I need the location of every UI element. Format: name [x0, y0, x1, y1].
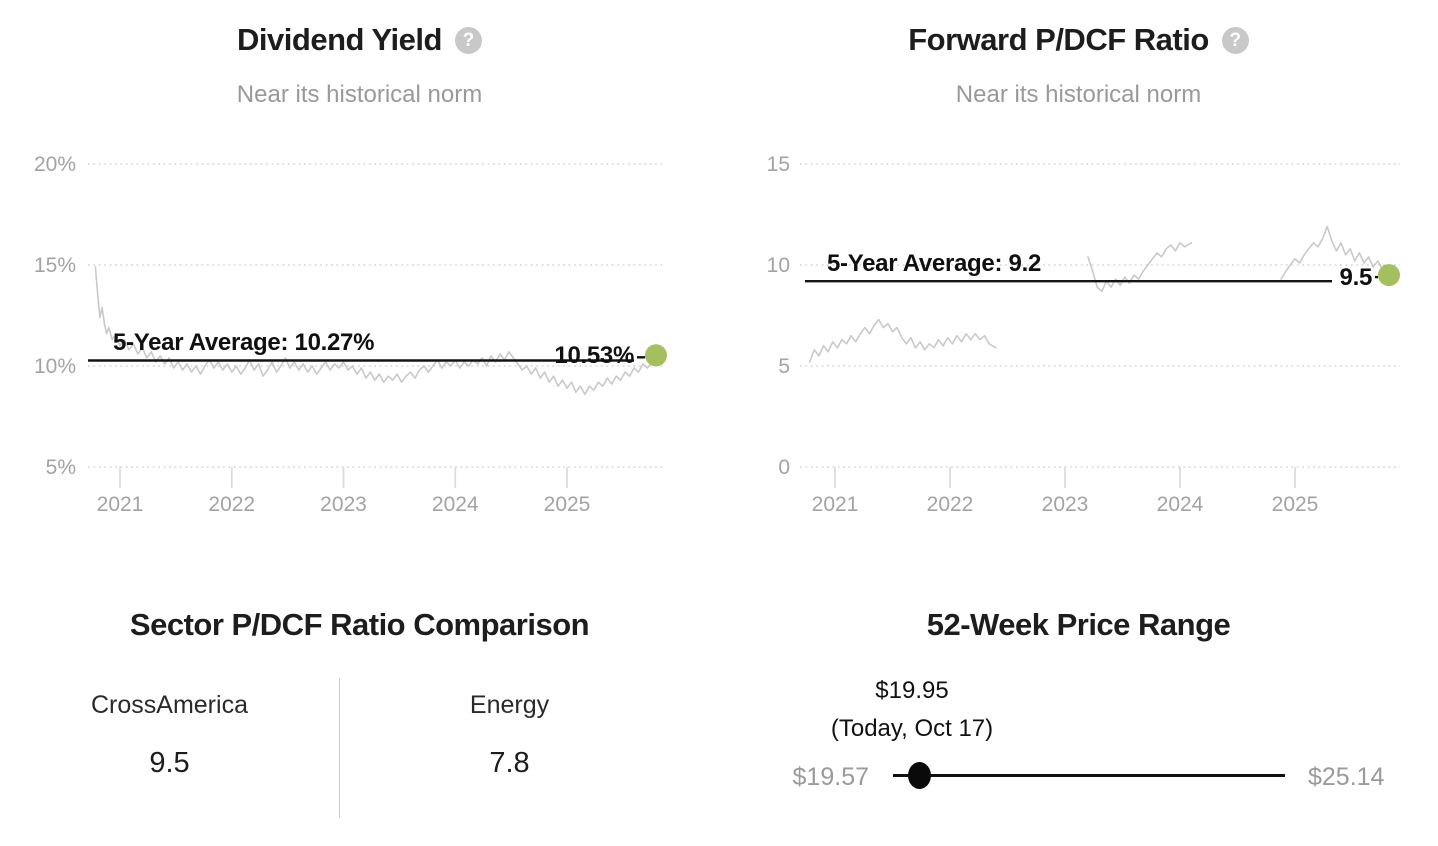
x-axis-label: 2025: [544, 493, 591, 516]
comparison-name: CrossAmerica: [91, 691, 248, 719]
series-line: [1280, 225, 1388, 280]
chart-title: Forward P/DCF Ratio: [908, 22, 1209, 57]
x-axis-label: 2023: [1042, 493, 1089, 516]
current-price-marker: [907, 762, 931, 789]
price-range-panel: 52-Week Price Range $19.95 (Today, Oct 1…: [719, 580, 1438, 846]
sector-comparison-panel: Sector P/DCF Ratio Comparison CrossAmeri…: [0, 580, 719, 846]
chart-subtitle: Near its historical norm: [236, 81, 483, 108]
range-low-label: $19.57: [792, 763, 869, 791]
price-range-track: [893, 762, 1285, 789]
y-axis-label: 5%: [46, 456, 76, 479]
forward-pdcf-chart: Forward P/DCF Ratio ? Near its historica…: [719, 0, 1438, 560]
current-price-date: (Today, Oct 17): [830, 715, 994, 742]
chart-title: Dividend Yield: [237, 22, 442, 57]
average-label: 5-Year Average: 10.27%: [113, 329, 374, 356]
x-axis-label: 2024: [1157, 493, 1204, 516]
chart-header: Forward P/DCF Ratio ?: [719, 0, 1438, 60]
current-price-callout: $19.95 (Today, Oct 17): [762, 676, 1062, 744]
current-value-label: 9.5: [1340, 264, 1372, 291]
x-axis-label: 2024: [432, 493, 479, 516]
current-value-label: 10.53%: [554, 342, 634, 369]
comparison-value: 9.5: [149, 747, 190, 779]
y-axis-label: 0: [778, 456, 790, 479]
current-price: $19.95: [875, 677, 949, 704]
series-line: [1087, 242, 1193, 293]
dividend-yield-plot: 20% 15% 10% 5% 2021 2022 2023 2024 2025 5-Year Av…: [34, 153, 667, 516]
y-axis-label: 15%: [34, 254, 76, 277]
series-line: [94, 266, 658, 396]
series-line: [808, 318, 997, 363]
x-axis-label: 2021: [97, 493, 144, 516]
x-axis-label: 2021: [812, 493, 859, 516]
x-axis-label: 2022: [208, 493, 255, 516]
comparison-columns: CrossAmerica 9.5 Energy 7.8: [0, 678, 719, 818]
comparison-item-energy: Energy 7.8: [340, 690, 719, 780]
comparison-name: Energy: [469, 691, 550, 719]
current-point: [1378, 264, 1400, 287]
x-axis-label: 2025: [1272, 493, 1319, 516]
help-icon[interactable]: ?: [454, 26, 482, 54]
help-icon[interactable]: ?: [1221, 26, 1249, 54]
x-axis-label: 2022: [927, 493, 974, 516]
range-high-label: $25.14: [1308, 763, 1385, 791]
y-axis-label: 10%: [34, 355, 76, 378]
vertical-divider: [339, 678, 340, 818]
comparison-value: 7.8: [489, 747, 530, 779]
average-label: 5-Year Average: 9.2: [827, 250, 1041, 277]
panel-title: 52-Week Price Range: [926, 607, 1231, 642]
current-point: [645, 344, 667, 367]
comparison-item-crossamerica: CrossAmerica 9.5: [0, 690, 339, 780]
panel-title: Sector P/DCF Ratio Comparison: [129, 607, 590, 642]
y-axis-label: 10: [767, 254, 790, 277]
dividend-yield-chart: Dividend Yield ? Near its historical nor…: [0, 0, 719, 560]
chart-subtitle: Near its historical norm: [955, 81, 1202, 108]
chart-header: Dividend Yield ?: [0, 0, 719, 60]
forward-pdcf-plot: 15 10 5 0 2021 2022 2023 2024 2025 5-Year Average…: [767, 153, 1400, 516]
y-axis-label: 20%: [34, 153, 76, 176]
y-axis-label: 5: [778, 355, 790, 378]
x-axis-label: 2023: [320, 493, 367, 516]
y-axis-label: 15: [767, 153, 790, 176]
